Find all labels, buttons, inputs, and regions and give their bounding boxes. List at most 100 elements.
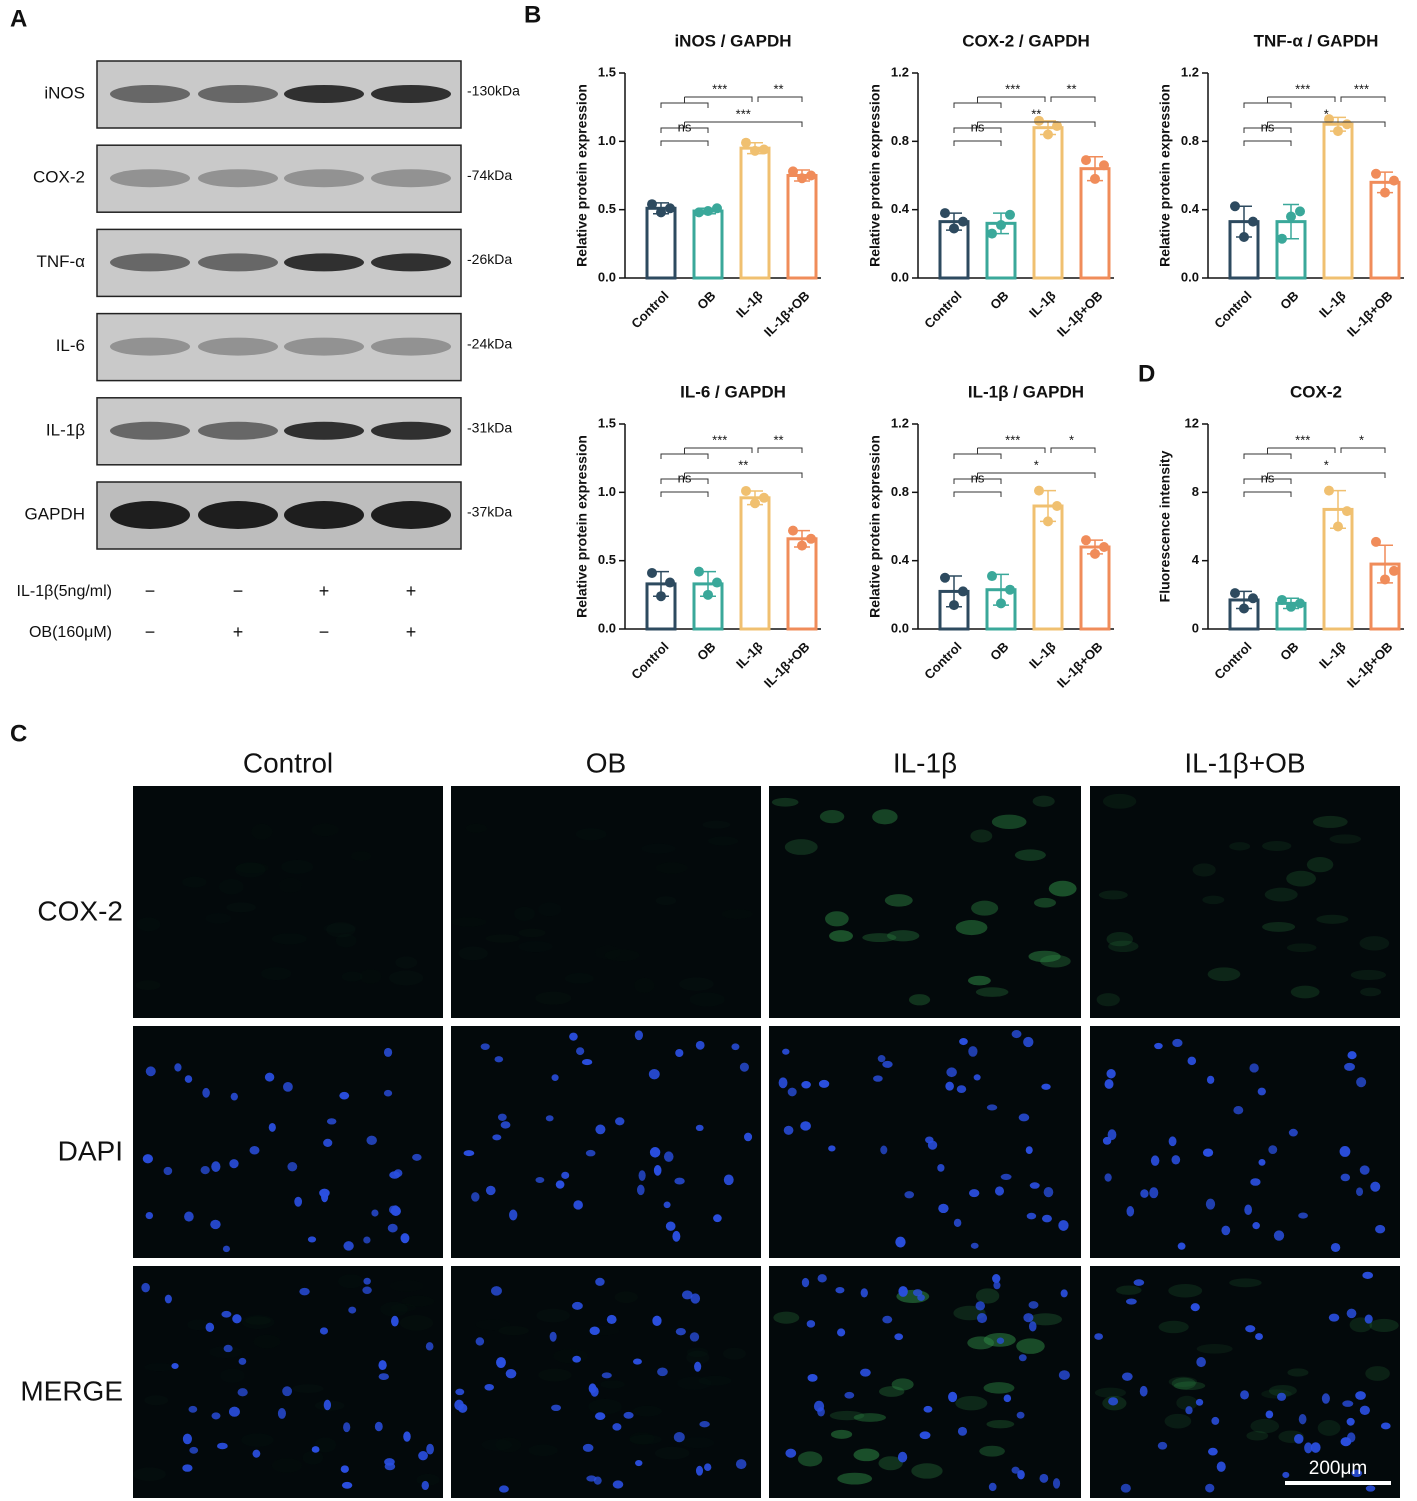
blot-band xyxy=(198,253,278,272)
x-tick-label: IL-1β xyxy=(1316,288,1349,321)
panel-letter: A xyxy=(10,5,27,32)
nucleus xyxy=(1025,1146,1033,1155)
cell-signal xyxy=(1196,1344,1233,1354)
band-size: -26kDa xyxy=(467,251,512,267)
bracket xyxy=(684,472,803,478)
significance: ns xyxy=(971,119,985,134)
nucleus xyxy=(638,1170,646,1181)
band-size: -37kDa xyxy=(467,504,512,520)
nucleus xyxy=(363,1236,371,1244)
nucleus xyxy=(860,1288,868,1298)
significance: ** xyxy=(773,81,783,96)
micrograph xyxy=(1090,1266,1400,1498)
nucleus xyxy=(463,1150,475,1157)
nucleus xyxy=(1000,1173,1012,1180)
nucleus xyxy=(252,1449,261,1458)
bracket xyxy=(977,121,1096,127)
nucleus xyxy=(594,1412,606,1421)
cell-signal xyxy=(588,1399,622,1414)
nucleus xyxy=(994,1186,1005,1196)
cell-signal xyxy=(1365,1366,1390,1381)
nucleus xyxy=(1168,1136,1177,1147)
cell-signal xyxy=(1014,849,1046,861)
cell-signal xyxy=(1369,1318,1399,1332)
bar xyxy=(1079,545,1111,631)
panel-letter: C xyxy=(10,720,27,747)
cell-signal xyxy=(342,971,363,981)
cell-signal xyxy=(495,1437,521,1452)
nucleus xyxy=(894,1333,904,1341)
nucleus xyxy=(403,1431,411,1442)
nucleus xyxy=(343,1241,354,1251)
nucleus xyxy=(174,1063,182,1072)
nucleus xyxy=(828,1145,836,1152)
nucleus xyxy=(1221,1225,1231,1236)
nucleus xyxy=(1026,1212,1037,1220)
nucleus xyxy=(1039,1473,1049,1483)
bracket xyxy=(953,491,1002,497)
blot-band xyxy=(110,85,190,103)
x-tick-label: IL-1β xyxy=(1316,639,1349,672)
nucleus xyxy=(1187,1056,1197,1066)
data-point xyxy=(1099,542,1109,552)
x-tick-label: IL-1β+OB xyxy=(761,639,813,691)
y-tick-label: 0.5 xyxy=(598,552,616,567)
treatment-sign: − xyxy=(145,622,156,642)
cell-signal xyxy=(1016,1338,1045,1354)
cell-signal xyxy=(1168,1376,1198,1387)
nucleus xyxy=(1356,1187,1364,1196)
cell-signal xyxy=(634,978,654,993)
data-point xyxy=(665,577,675,588)
micrograph xyxy=(1090,1026,1400,1258)
y-tick-label: 1.2 xyxy=(891,415,909,430)
nucleus xyxy=(294,1196,303,1207)
data-point xyxy=(949,600,959,611)
nucleus xyxy=(307,1236,317,1243)
y-tick-label: 1.2 xyxy=(1181,64,1199,79)
x-tick-label: OB xyxy=(1277,288,1301,312)
nucleus xyxy=(484,1383,494,1391)
nucleus xyxy=(657,1367,668,1377)
nucleus xyxy=(927,1140,938,1150)
cell-signal xyxy=(853,1413,887,1422)
nucleus xyxy=(785,1448,797,1458)
cell-signal xyxy=(1268,1384,1297,1397)
data-point xyxy=(1277,233,1287,244)
bracket xyxy=(1267,447,1386,453)
nucleus xyxy=(993,1281,1001,1290)
bracket xyxy=(1267,472,1386,478)
nucleus xyxy=(1356,1077,1367,1088)
column-label: IL-1β xyxy=(893,747,957,778)
nucleus xyxy=(713,1214,722,1223)
scale-bar-label: 200μm xyxy=(1309,1458,1367,1479)
data-point xyxy=(1090,173,1100,184)
nucleus xyxy=(923,1405,933,1413)
nucleus xyxy=(509,1209,518,1221)
nucleus xyxy=(1041,1083,1051,1090)
nucleus xyxy=(1023,1036,1034,1048)
row-label: MERGE xyxy=(20,1375,123,1406)
y-axis-label: Relative protein expression xyxy=(867,84,883,267)
column-label: IL-1β+OB xyxy=(1184,747,1305,778)
cell-signal xyxy=(968,975,991,986)
cell-signal xyxy=(1286,943,1317,953)
nucleus xyxy=(1150,1155,1160,1166)
nucleus xyxy=(282,1386,293,1397)
nucleus xyxy=(311,1446,320,1453)
blot-band xyxy=(284,169,364,188)
nucleus xyxy=(1340,1173,1351,1182)
nucleus xyxy=(1255,1333,1263,1340)
nucleus xyxy=(673,1432,685,1443)
nucleus xyxy=(326,1118,337,1125)
nucleus xyxy=(904,1191,915,1199)
x-tick-label: IL-1β+OB xyxy=(1054,288,1106,340)
treatment-sign: + xyxy=(233,622,244,642)
blot-band xyxy=(371,337,451,356)
nucleus xyxy=(782,1048,790,1055)
nucleus xyxy=(1258,1159,1266,1166)
significance: *** xyxy=(712,432,727,447)
cell-signal xyxy=(1306,857,1334,873)
cell-signal xyxy=(825,911,849,927)
nucleus xyxy=(956,1085,967,1093)
nucleus xyxy=(505,1368,517,1379)
